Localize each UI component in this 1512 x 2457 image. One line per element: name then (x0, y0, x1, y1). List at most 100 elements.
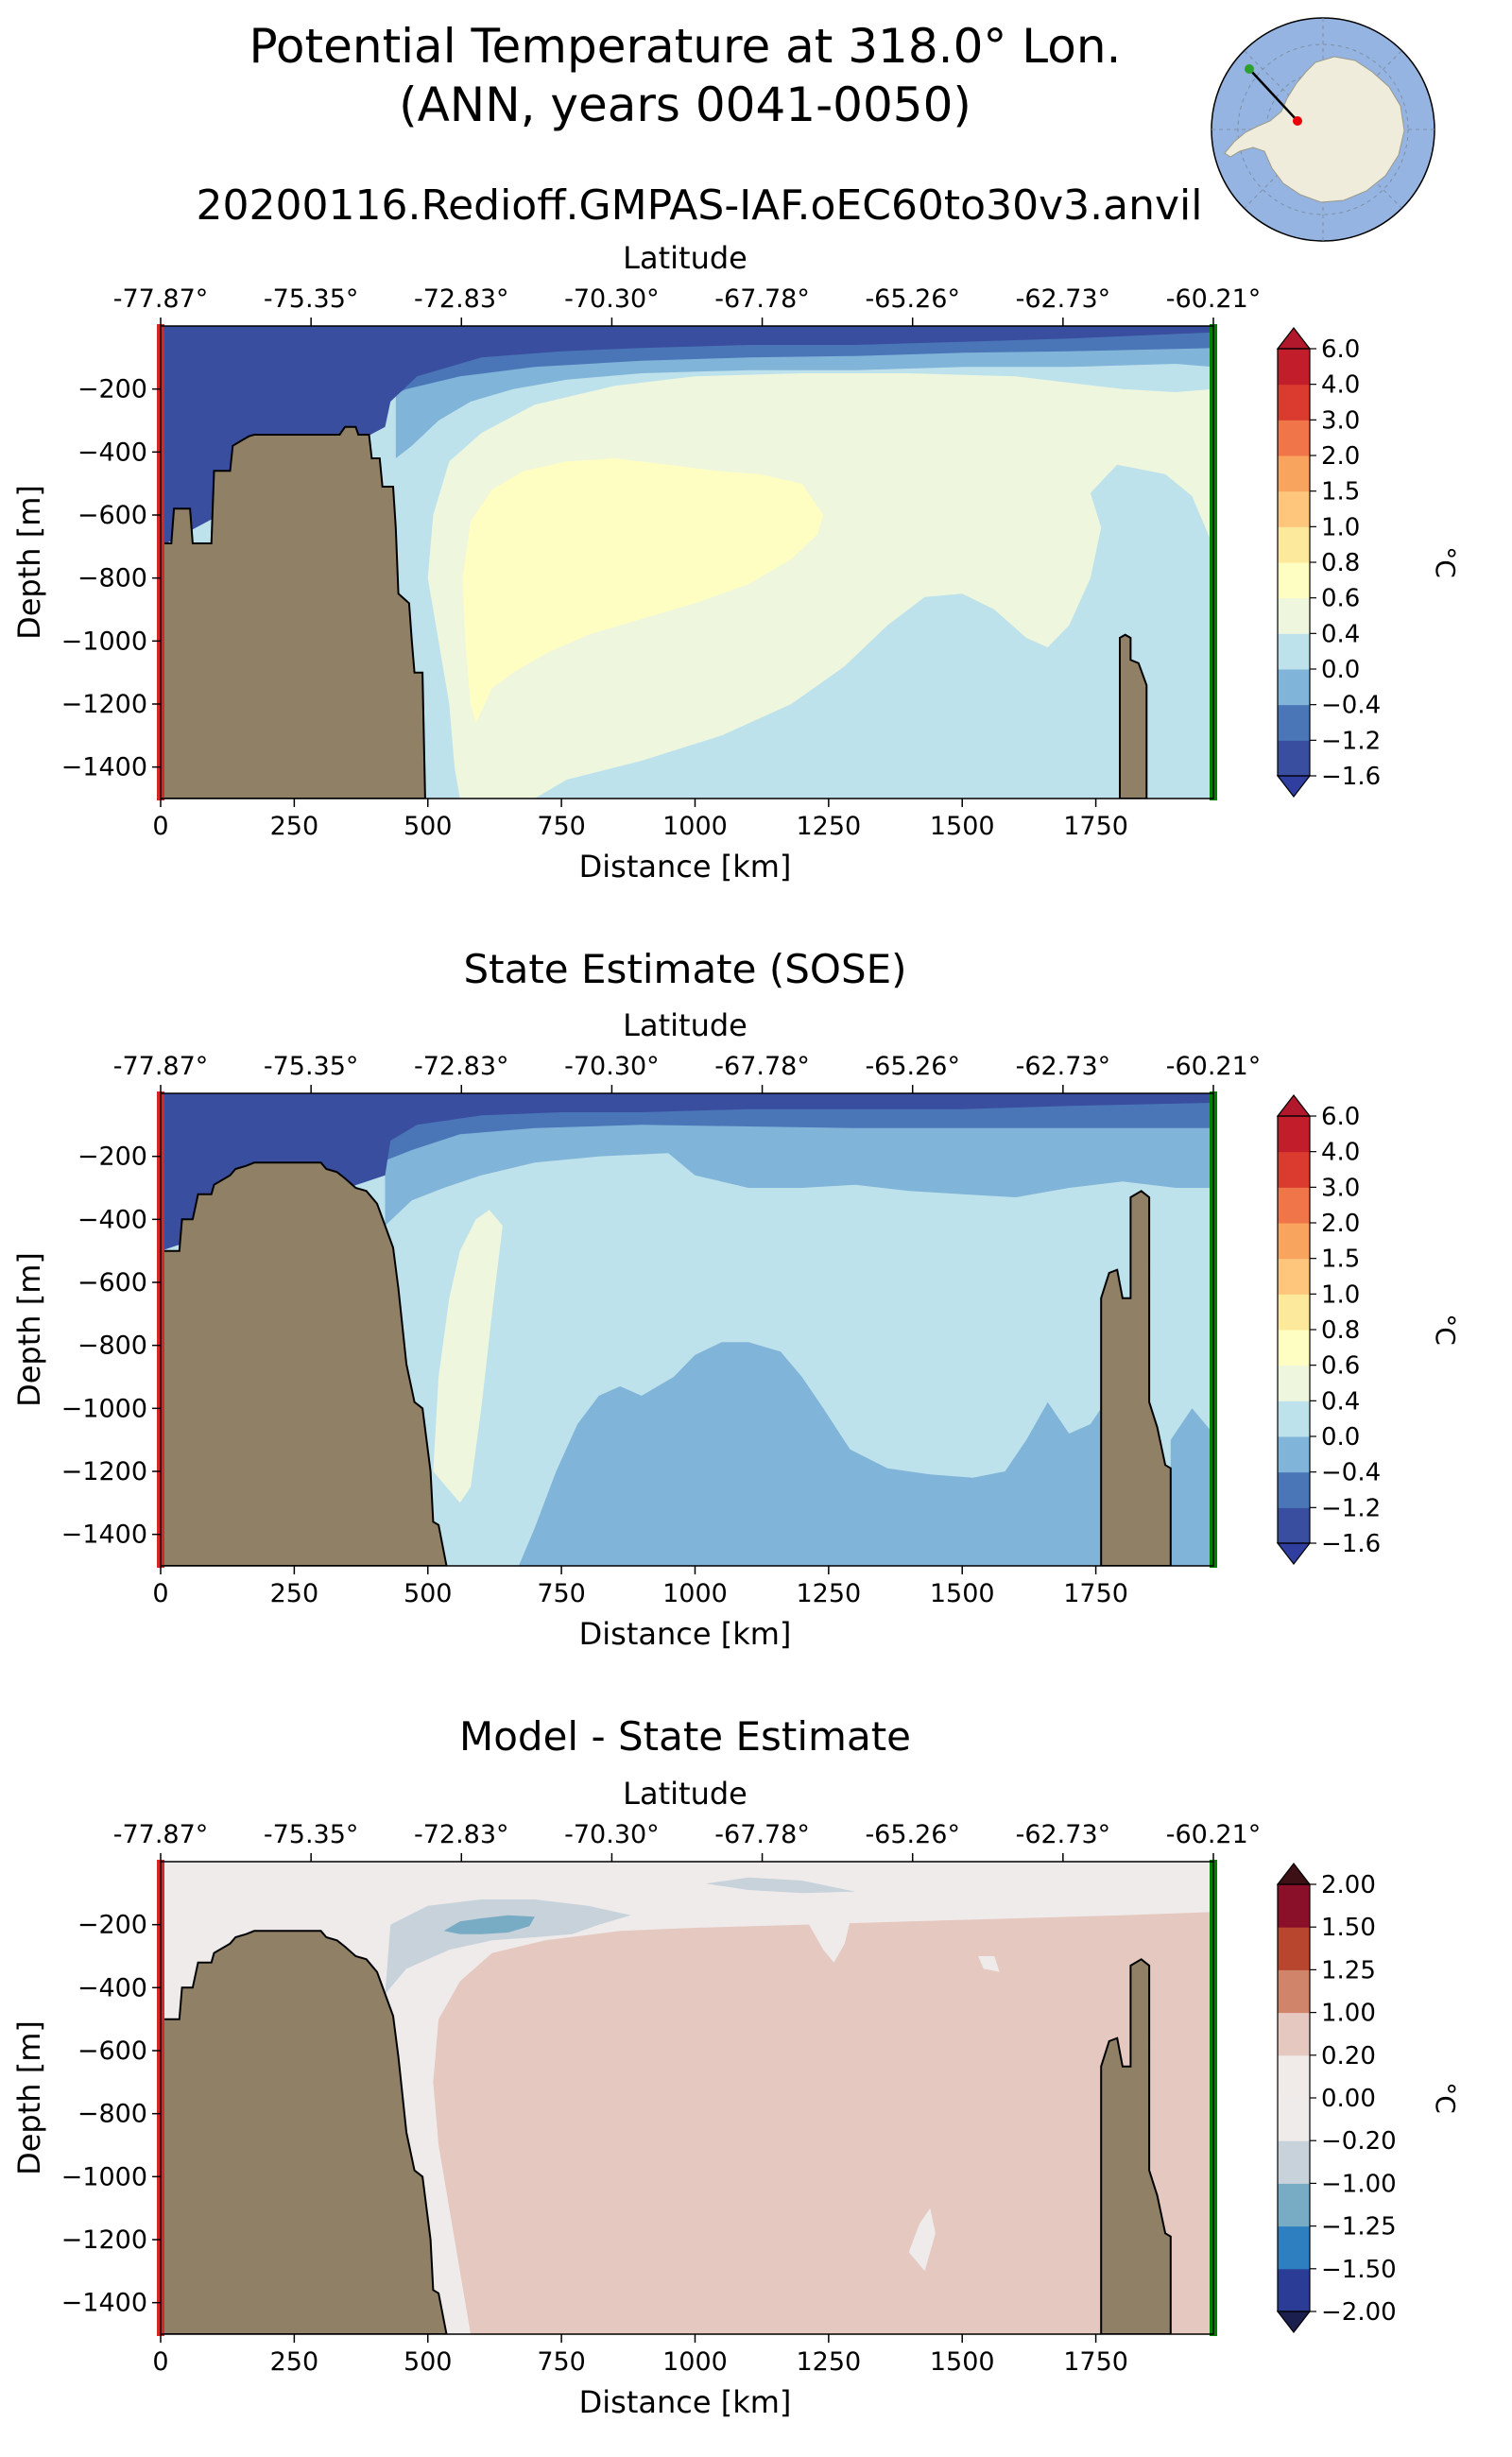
y-tick-label: −400 (77, 1973, 147, 2002)
top-tick-label: -72.83° (414, 1052, 509, 1081)
land-seamount (1100, 1190, 1172, 1566)
colorbar-tick-label: −1.6 (1321, 763, 1381, 791)
colorbar-over-arrow (1276, 327, 1312, 350)
colorbar-tick-label: 1.5 (1321, 1246, 1360, 1274)
colorbar-tick-label: 3.0 (1321, 406, 1360, 435)
colorbar-segment-9 (1278, 1187, 1310, 1224)
colorbar-segment-6 (1278, 1294, 1310, 1331)
colorbar-tick-label: −1.00 (1321, 2170, 1397, 2198)
land-shelf (161, 1161, 448, 1566)
x-tick-label: 250 (270, 812, 319, 841)
y-axis-label: Depth [m] (11, 2020, 47, 2175)
top-tick-label: -75.35° (264, 1820, 359, 1849)
land-seamount (1119, 633, 1148, 799)
x-tick-label: 500 (404, 2347, 453, 2377)
colorbar-segment-1 (1278, 704, 1310, 741)
colorbar-segment-10 (1278, 384, 1310, 421)
colorbar-segment-2 (1278, 669, 1310, 706)
y-tick-label: −1400 (61, 1521, 147, 1550)
colorbar-tick-label: 0.20 (1321, 2042, 1376, 2070)
colorbar-segment-9 (1278, 420, 1310, 456)
top-tick-label: -70.30° (564, 284, 660, 314)
x-tick-label: 1500 (930, 1579, 995, 1608)
y-tick-label: −600 (77, 501, 147, 530)
colorbar-segment-3 (1278, 1400, 1310, 1437)
colorbar-tick-label: 0.0 (1321, 656, 1360, 684)
top-tick-label: -65.26° (865, 1820, 960, 1849)
contour-region-5 (320, 1093, 1213, 1188)
panel-difference: Model - State Estimate 0 250 500 750 1000 1250… (11, 1713, 1461, 2420)
colorbar-under-arrow (1276, 2311, 1312, 2333)
x-tick-label: 1750 (1063, 2347, 1128, 2377)
transect-line (1248, 68, 1298, 122)
colorbar-segment-4 (1278, 1365, 1310, 1401)
y-tick-label: −1200 (61, 1457, 147, 1486)
contour-region-2 (462, 458, 824, 723)
y-tick-label: −1000 (61, 2162, 147, 2191)
x-tick-label: 1250 (796, 2347, 861, 2377)
colorbar-tick-label: 0.4 (1321, 620, 1360, 648)
colorbar-tick-label: 2.0 (1321, 442, 1360, 471)
x-tick-label: 1000 (662, 2347, 728, 2377)
top-axis-label: Latitude (623, 240, 747, 276)
contour-region-3 (433, 1210, 503, 1503)
colorbar-tick-label: 1.25 (1321, 1956, 1376, 1984)
plot-frame (160, 1861, 1214, 2335)
x-tick-label: 750 (537, 1579, 586, 1608)
colorbar-over-arrow (1276, 1863, 1312, 1885)
x-tick-label: 0 (152, 812, 168, 841)
colorbar-under-arrow (1276, 1542, 1312, 1565)
top-tick-label: -65.26° (865, 284, 960, 314)
top-tick-label: -67.78° (714, 1820, 810, 1849)
colorbar-segment-4 (1278, 597, 1310, 634)
colorbar-tick-label: 4.0 (1321, 1139, 1360, 1167)
contour-region-2 (385, 1899, 631, 1994)
colorbar-tick-label: 0.4 (1321, 1387, 1360, 1416)
x-tick-label: 1000 (662, 812, 728, 841)
x-tick-label: 500 (404, 1579, 453, 1608)
top-tick-label: -70.30° (564, 1052, 660, 1081)
colorbar-tick-label: −1.50 (1321, 2256, 1397, 2284)
colorbar-segment-0 (1278, 1507, 1310, 1544)
colorbar-segment-8 (1278, 455, 1310, 492)
colorbar-tick-label: 0.0 (1321, 1423, 1360, 1452)
top-tick-label: -72.83° (414, 284, 509, 314)
x-axis-label: Distance [km] (579, 2384, 792, 2420)
colorbar-tick-label: 1.5 (1321, 478, 1360, 507)
top-tick-label: -67.78° (714, 1052, 810, 1081)
y-tick-label: −1000 (61, 627, 147, 656)
y-tick-label: −200 (77, 1911, 147, 1940)
x-tick-label: 500 (404, 812, 453, 841)
colorbar-tick-label: 1.00 (1321, 2000, 1376, 2028)
top-tick-label: -70.30° (564, 1820, 660, 1849)
x-tick-label: 250 (270, 2347, 319, 2377)
colorbar-tick-label: 0.8 (1321, 549, 1360, 577)
colorbar-segment-7 (1278, 1969, 1310, 2014)
colorbar-tick-label: 4.0 (1321, 371, 1360, 400)
colorbar-segment-0 (1278, 740, 1310, 777)
colorbar-segment-6 (1278, 2012, 1310, 2056)
contour-field (161, 1093, 1213, 1566)
x-tick-label: 250 (270, 1579, 319, 1608)
y-tick-label: −200 (77, 1143, 147, 1172)
y-tick-label: −600 (77, 1268, 147, 1297)
y-tick-label: −800 (77, 564, 147, 593)
colorbar-label: °C (1430, 1314, 1461, 1346)
y-axis-label: Depth [m] (11, 485, 47, 640)
contour-region-5 (161, 326, 1213, 547)
x-tick-label: 1750 (1063, 1579, 1128, 1608)
contour-field (161, 326, 1213, 799)
inset-map (1211, 17, 1435, 242)
panel-sose: State Estimate (SOSE) 0 250 500 750 1000 1250 1… (11, 946, 1461, 1652)
colorbar-segment-1 (1278, 2225, 1310, 2270)
colorbar-segment-7 (1278, 1258, 1310, 1295)
colorbar-segment-3 (1278, 633, 1310, 670)
y-tick-label: −400 (77, 1205, 147, 1234)
panel-model: 0 250 500 750 1000 1250 1500 1750 Distance [km] −… (11, 240, 1461, 885)
contour-region-6 (978, 1956, 1000, 1972)
top-tick-label: -62.73° (1016, 1052, 1111, 1081)
colorbar-segment-4 (1278, 2098, 1310, 2141)
x-tick-label: 1500 (930, 812, 995, 841)
colorbar-segment-7 (1278, 490, 1310, 527)
